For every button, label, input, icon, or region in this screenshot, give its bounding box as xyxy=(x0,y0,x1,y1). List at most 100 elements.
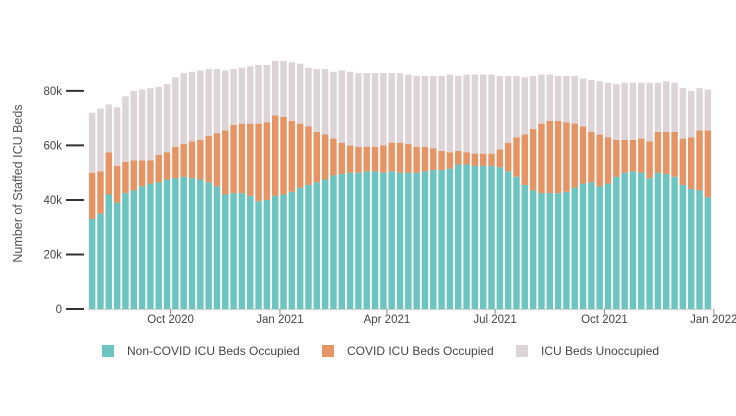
bar-segment-s0-w11 xyxy=(180,176,187,309)
bar-segment-s1-w44 xyxy=(455,150,462,165)
bar-segment-s1-w16 xyxy=(222,130,229,195)
bar-segment-s2-w1 xyxy=(97,108,104,172)
bar-segment-s0-w12 xyxy=(188,178,196,309)
bar-segment-s2-w20 xyxy=(255,64,262,124)
bar-segment-s0-w0 xyxy=(88,219,96,309)
bar-segment-s0-w32 xyxy=(355,172,362,309)
bar-segment-s1-w21 xyxy=(263,122,271,200)
y-axis-title: Number of Staffed ICU Beds xyxy=(11,104,25,262)
bar-segment-s1-w36 xyxy=(388,142,395,172)
bar-segment-s0-w2 xyxy=(105,194,113,309)
bar-segment-s2-w68 xyxy=(654,82,662,132)
bar-segment-s0-w15 xyxy=(213,186,221,309)
bar-segment-s0-w39 xyxy=(413,172,420,309)
bar-segment-s2-w41 xyxy=(430,75,437,149)
bar-segment-s0-w66 xyxy=(638,172,645,309)
bar-segment-s1-w70 xyxy=(671,131,678,177)
bar-segment-s0-w72 xyxy=(687,189,695,309)
bar-segment-s0-w58 xyxy=(571,187,578,309)
bar-segment-s2-w46 xyxy=(471,74,479,154)
bars-group xyxy=(88,60,712,309)
bar-segment-s1-w10 xyxy=(172,146,179,179)
bar-segment-s0-w19 xyxy=(247,195,254,309)
bar-segment-s0-w74 xyxy=(704,197,712,309)
bar-segment-s1-w0 xyxy=(88,172,96,220)
bar-segment-s1-w32 xyxy=(355,146,362,173)
bar-segment-s0-w25 xyxy=(296,187,304,309)
bar-segment-s0-w28 xyxy=(321,179,329,309)
bar-segment-s1-w9 xyxy=(163,152,171,180)
bar-segment-s0-w33 xyxy=(363,171,370,309)
bar-segment-s2-w38 xyxy=(405,74,412,145)
legend-swatch xyxy=(102,345,114,357)
bar-segment-s0-w24 xyxy=(288,191,296,309)
bar-segment-s2-w24 xyxy=(288,62,296,121)
bar-segment-s2-w30 xyxy=(338,70,346,143)
bar-segment-s0-w61 xyxy=(596,186,603,309)
bar-segment-s1-w31 xyxy=(346,145,354,173)
bar-segment-s2-w28 xyxy=(321,69,329,135)
bar-segment-s0-w29 xyxy=(330,175,337,309)
bar-segment-s1-w27 xyxy=(313,131,321,183)
bar-segment-s1-w72 xyxy=(687,137,695,190)
bar-segment-s2-w54 xyxy=(538,74,545,124)
bar-segment-s0-w37 xyxy=(396,172,404,309)
bar-segment-s0-w73 xyxy=(696,190,703,309)
bar-segment-s0-w55 xyxy=(546,193,554,309)
bar-segment-s1-w56 xyxy=(554,120,562,194)
y-tick-label: 40k xyxy=(43,195,62,207)
bar-segment-s1-w68 xyxy=(654,131,662,173)
bar-segment-s2-w74 xyxy=(704,89,712,131)
bar-segment-s2-w22 xyxy=(271,60,279,116)
x-axis: Oct 2020 Jan 2021 Apr 2021 Jul 2021 Oct 2021… xyxy=(88,309,736,326)
bar-segment-s0-w4 xyxy=(122,193,129,309)
bar-segment-s2-w13 xyxy=(197,70,204,140)
bar-segment-s2-w42 xyxy=(438,75,445,151)
bar-segment-s0-w52 xyxy=(521,184,529,309)
y-axis: 0 20k 40k 60k 80k xyxy=(43,86,84,316)
bar-segment-s0-w62 xyxy=(604,183,612,309)
bar-segment-s0-w6 xyxy=(138,186,146,309)
bar-segment-s0-w44 xyxy=(455,164,462,309)
bar-segment-s1-w33 xyxy=(363,146,370,172)
bar-segment-s0-w71 xyxy=(679,184,687,309)
y-tick-label: 80k xyxy=(43,86,62,98)
bar-segment-s1-w64 xyxy=(621,139,628,173)
bar-segment-s1-w8 xyxy=(155,154,162,183)
x-tick-label: Oct 2020 xyxy=(147,314,194,326)
y-tick-label: 20k xyxy=(43,249,62,261)
bar-segment-s2-w58 xyxy=(571,75,578,124)
bar-segment-s2-w66 xyxy=(638,82,645,139)
bar-segment-s2-w26 xyxy=(305,67,312,127)
bar-segment-s1-w66 xyxy=(638,138,645,173)
bar-segment-s2-w67 xyxy=(646,82,653,142)
bar-segment-s0-w67 xyxy=(646,178,653,309)
bar-segment-s0-w57 xyxy=(563,191,570,309)
bar-segment-s1-w47 xyxy=(479,153,487,166)
bar-segment-s2-w32 xyxy=(355,73,362,147)
bar-segment-s0-w18 xyxy=(238,193,246,309)
bar-segment-s2-w25 xyxy=(296,63,304,124)
bar-segment-s0-w47 xyxy=(479,165,487,309)
bar-segment-s2-w73 xyxy=(696,88,703,131)
bar-segment-s2-w43 xyxy=(446,74,454,153)
bar-segment-s0-w70 xyxy=(671,176,678,309)
bar-segment-s0-w43 xyxy=(446,168,454,309)
bar-segment-s2-w64 xyxy=(621,82,628,140)
bar-segment-s1-w49 xyxy=(496,149,504,168)
bar-segment-s2-w16 xyxy=(222,70,229,131)
bar-segment-s1-w5 xyxy=(130,160,138,191)
bar-segment-s2-w49 xyxy=(496,75,504,150)
bar-segment-s1-w52 xyxy=(521,134,529,185)
x-tick-label: Apr 2021 xyxy=(364,314,411,326)
bar-segment-s2-w52 xyxy=(521,77,529,135)
bar-segment-s2-w23 xyxy=(280,60,287,117)
legend-label: Non-COVID ICU Beds Occupied xyxy=(127,344,300,358)
bar-segment-s0-w41 xyxy=(430,169,437,309)
bar-segment-s1-w59 xyxy=(579,126,587,184)
bar-segment-s1-w38 xyxy=(405,144,412,173)
bar-segment-s0-w34 xyxy=(371,171,379,309)
bar-segment-s1-w25 xyxy=(296,123,304,188)
bar-segment-s1-w30 xyxy=(338,142,346,175)
